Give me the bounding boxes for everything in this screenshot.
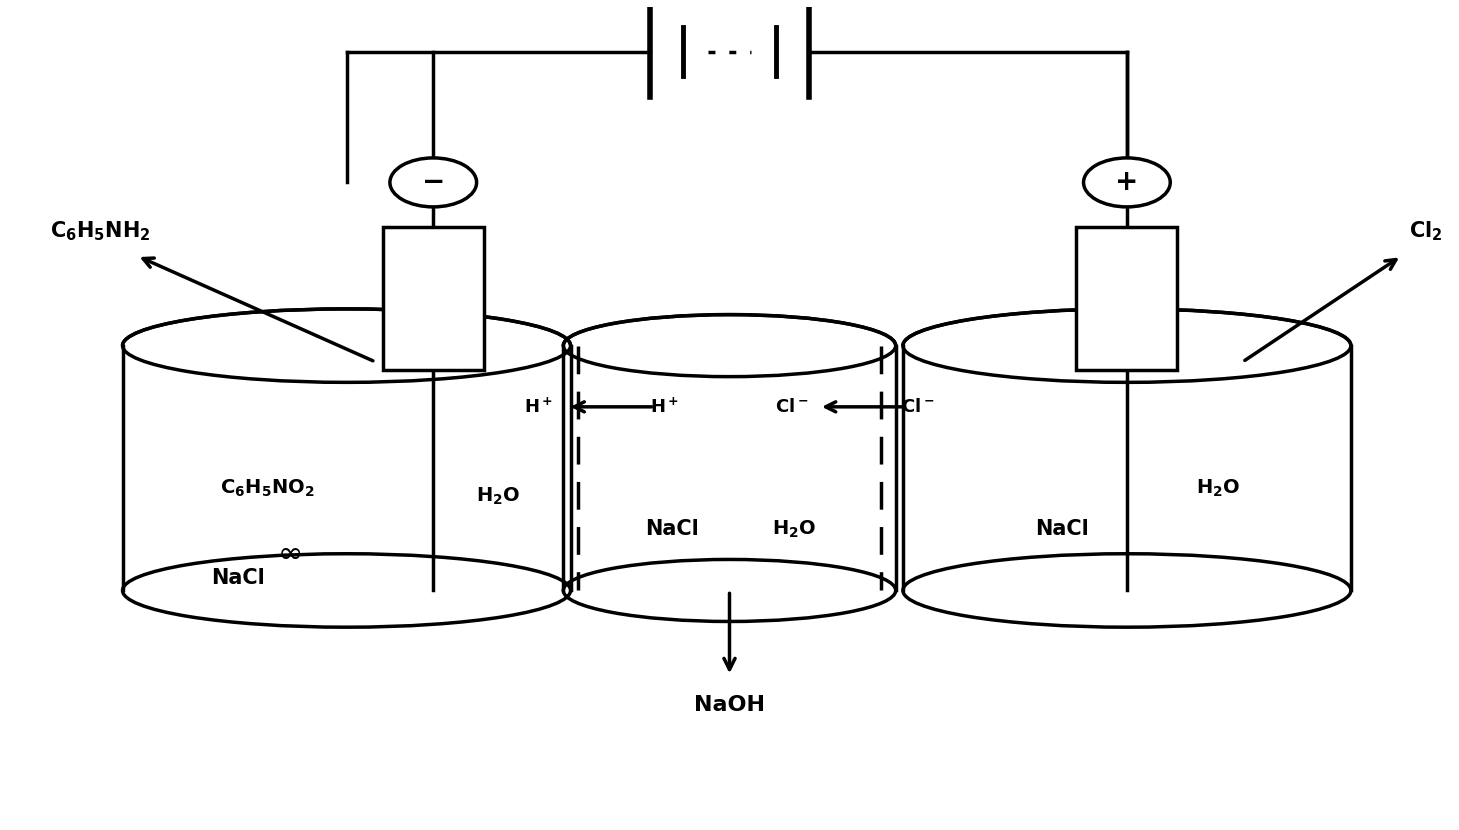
Text: $\mathbf{H^+}$: $\mathbf{H^+}$ bbox=[524, 398, 553, 417]
Text: $\mathbf{H_2O}$: $\mathbf{H_2O}$ bbox=[476, 486, 521, 507]
Circle shape bbox=[390, 158, 477, 207]
Text: NaOH: NaOH bbox=[694, 695, 765, 715]
Text: $\mathbf{Cl^-}$: $\mathbf{Cl^-}$ bbox=[775, 398, 808, 416]
Text: $\mathbf{H_2O}$: $\mathbf{H_2O}$ bbox=[1196, 478, 1240, 499]
Text: NaCl: NaCl bbox=[212, 569, 266, 588]
Text: $\mathbf{C_6H_5NO_2}$: $\mathbf{C_6H_5NO_2}$ bbox=[220, 478, 314, 499]
Text: $\mathbf{Cl^-}$: $\mathbf{Cl^-}$ bbox=[900, 398, 934, 416]
Text: −: − bbox=[422, 168, 445, 197]
Text: $\infty$: $\infty$ bbox=[277, 540, 301, 569]
Text: NaCl: NaCl bbox=[645, 520, 699, 540]
Circle shape bbox=[1084, 158, 1170, 207]
Text: $\mathbf{H^+}$: $\mathbf{H^+}$ bbox=[651, 398, 678, 417]
Text: $\mathbf{Cl_2}$: $\mathbf{Cl_2}$ bbox=[1409, 220, 1443, 243]
Bar bbox=[1077, 227, 1177, 370]
Text: $\mathbf{C_6H_5NH_2}$: $\mathbf{C_6H_5NH_2}$ bbox=[50, 220, 152, 243]
Text: $\mathbf{H_2O}$: $\mathbf{H_2O}$ bbox=[772, 519, 817, 540]
Text: NaCl: NaCl bbox=[1034, 520, 1088, 540]
Text: +: + bbox=[1115, 168, 1138, 197]
Bar bbox=[382, 227, 484, 370]
